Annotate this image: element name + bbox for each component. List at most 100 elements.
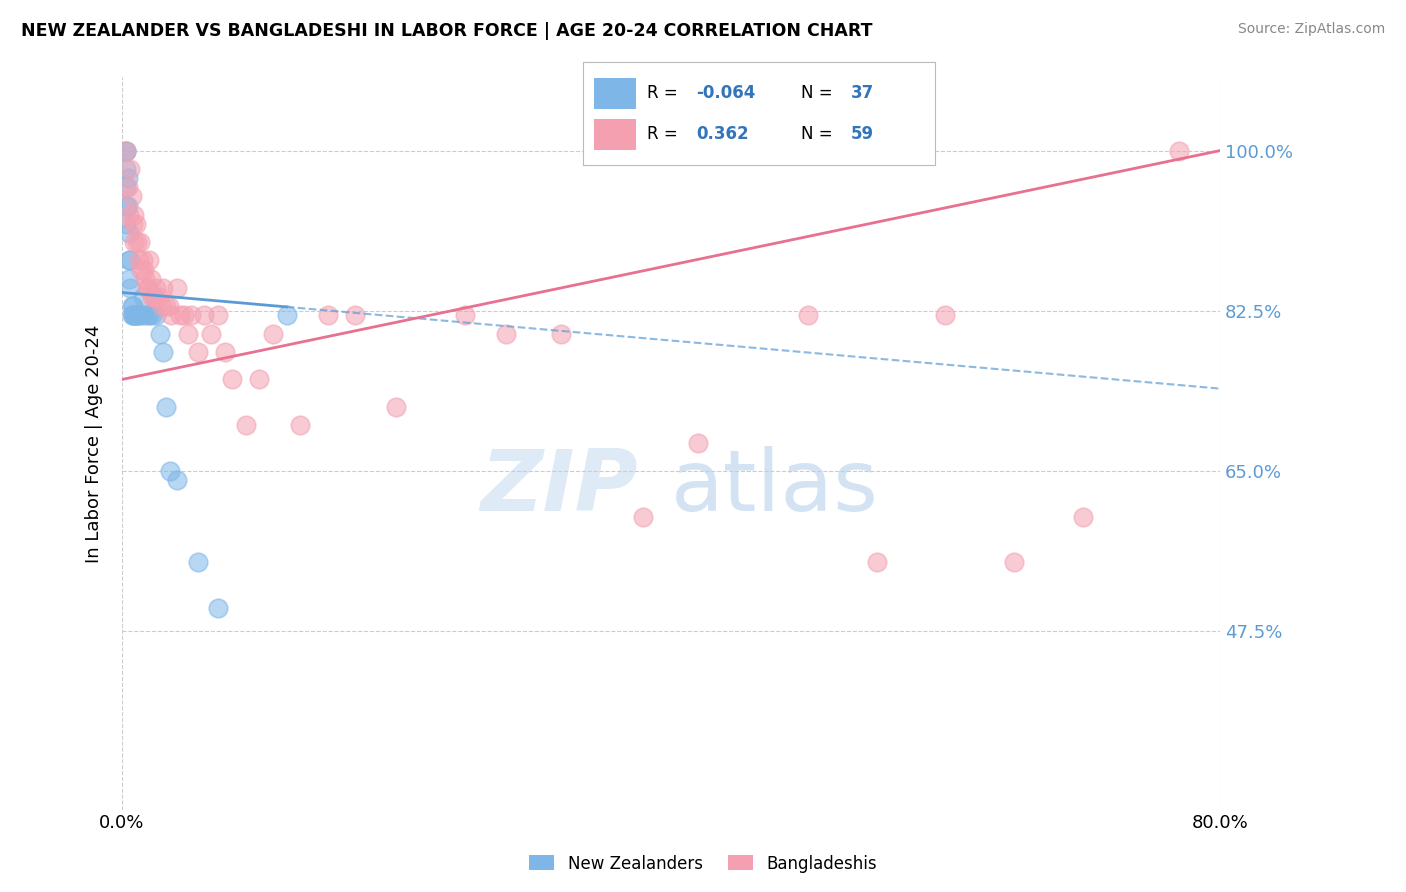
- Point: [122, 299, 145, 313]
- Point: [160, 309, 183, 323]
- Point: [121, 309, 143, 323]
- Point: [186, 345, 208, 359]
- Point: [138, 253, 160, 268]
- Point: [145, 309, 167, 323]
- Point: [142, 290, 165, 304]
- Point: [138, 309, 160, 323]
- Point: [129, 262, 152, 277]
- Point: [276, 309, 298, 323]
- Text: atlas: atlas: [671, 446, 879, 529]
- Point: [149, 326, 172, 341]
- Point: [115, 144, 138, 158]
- Point: [235, 418, 257, 433]
- Point: [152, 281, 174, 295]
- Point: [454, 309, 477, 323]
- Point: [148, 290, 170, 304]
- Legend: New Zealanders, Bangladeshis: New Zealanders, Bangladeshis: [523, 848, 883, 880]
- Text: Source: ZipAtlas.com: Source: ZipAtlas.com: [1237, 22, 1385, 37]
- Point: [124, 208, 146, 222]
- Point: [125, 309, 148, 323]
- Point: [117, 171, 139, 186]
- Text: R =: R =: [647, 84, 678, 103]
- Point: [173, 309, 195, 323]
- Point: [120, 253, 142, 268]
- Point: [124, 309, 146, 323]
- Point: [934, 309, 956, 323]
- Point: [131, 309, 153, 323]
- Point: [127, 235, 149, 249]
- Point: [214, 345, 236, 359]
- Point: [115, 198, 138, 212]
- Point: [136, 281, 159, 295]
- Text: R =: R =: [647, 125, 678, 144]
- Text: ZIP: ZIP: [481, 446, 638, 529]
- Text: -0.064: -0.064: [696, 84, 755, 103]
- Point: [117, 180, 139, 194]
- Point: [122, 217, 145, 231]
- Y-axis label: In Labor Force | Age 20-24: In Labor Force | Age 20-24: [86, 325, 103, 563]
- Point: [1071, 509, 1094, 524]
- Point: [125, 309, 148, 323]
- Bar: [593, 119, 636, 150]
- Point: [150, 299, 173, 313]
- Point: [143, 290, 166, 304]
- Point: [385, 400, 408, 414]
- Text: 37: 37: [851, 84, 875, 103]
- Text: 59: 59: [851, 125, 873, 144]
- Point: [797, 309, 820, 323]
- Point: [550, 326, 572, 341]
- Point: [121, 189, 143, 203]
- Point: [1167, 144, 1189, 158]
- Point: [134, 272, 156, 286]
- Point: [131, 290, 153, 304]
- Point: [115, 144, 138, 158]
- Point: [633, 509, 655, 524]
- Point: [135, 281, 157, 295]
- Point: [177, 326, 200, 341]
- Point: [131, 253, 153, 268]
- Point: [155, 299, 177, 313]
- Point: [125, 217, 148, 231]
- Point: [152, 345, 174, 359]
- Point: [186, 556, 208, 570]
- Point: [115, 217, 138, 231]
- Point: [207, 601, 229, 615]
- Point: [207, 309, 229, 323]
- Point: [115, 144, 138, 158]
- Bar: [593, 78, 636, 109]
- Point: [121, 299, 143, 313]
- Point: [139, 272, 162, 286]
- Point: [344, 309, 367, 323]
- Point: [120, 161, 142, 176]
- Text: NEW ZEALANDER VS BANGLADESHI IN LABOR FORCE | AGE 20-24 CORRELATION CHART: NEW ZEALANDER VS BANGLADESHI IN LABOR FO…: [21, 22, 873, 40]
- Point: [128, 235, 150, 249]
- Point: [132, 262, 155, 277]
- Point: [128, 309, 150, 323]
- Point: [200, 326, 222, 341]
- Point: [145, 281, 167, 295]
- Point: [169, 309, 191, 323]
- Point: [221, 372, 243, 386]
- Text: N =: N =: [801, 125, 832, 144]
- Point: [180, 309, 202, 323]
- Point: [118, 226, 141, 240]
- Text: N =: N =: [801, 84, 832, 103]
- Point: [117, 198, 139, 212]
- Point: [1002, 556, 1025, 570]
- Point: [122, 309, 145, 323]
- Point: [141, 309, 163, 323]
- Point: [193, 309, 215, 323]
- Point: [118, 272, 141, 286]
- Point: [135, 309, 157, 323]
- Point: [118, 208, 141, 222]
- Point: [290, 418, 312, 433]
- Point: [115, 161, 138, 176]
- Point: [124, 235, 146, 249]
- Point: [166, 473, 188, 487]
- Point: [115, 180, 138, 194]
- Point: [166, 281, 188, 295]
- Point: [159, 464, 181, 478]
- Point: [128, 253, 150, 268]
- Point: [262, 326, 284, 341]
- Point: [124, 309, 146, 323]
